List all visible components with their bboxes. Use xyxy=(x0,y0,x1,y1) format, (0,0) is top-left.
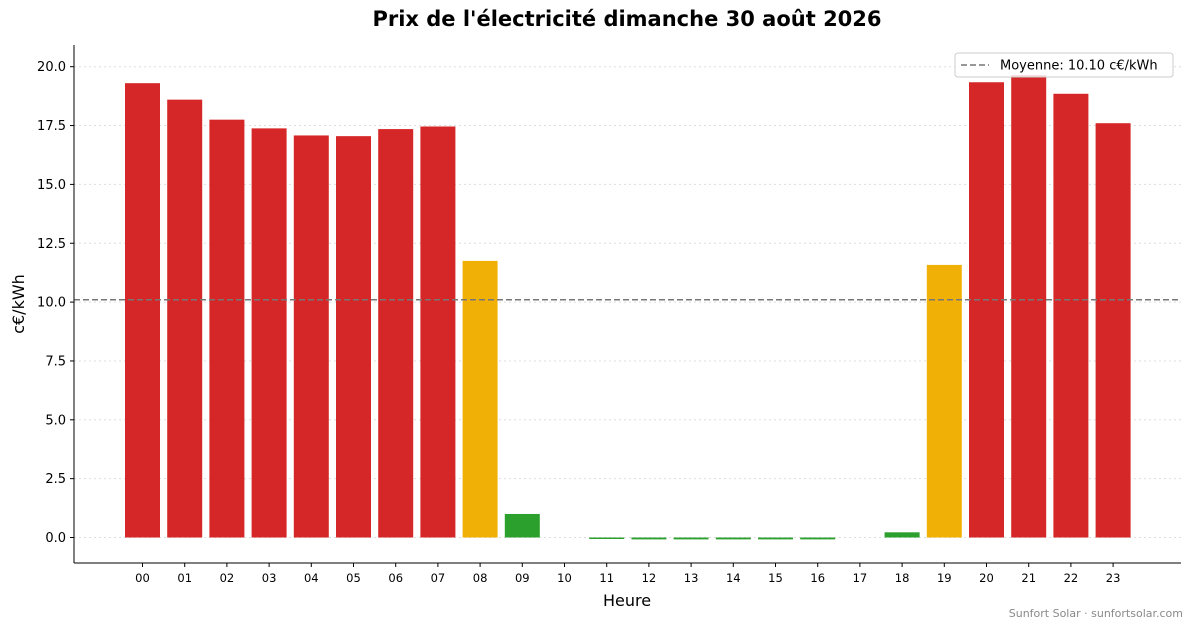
x-tick-label: 04 xyxy=(304,571,319,585)
bar-hour-00 xyxy=(125,83,160,538)
y-axis-ticks: 0.0 2.5 5.0 7.5 10.0 12.5 15.0 17.5 20.0 xyxy=(37,60,74,546)
x-tick-label: 00 xyxy=(135,571,150,585)
x-tick-label: 11 xyxy=(599,571,614,585)
x-tick-label: 20 xyxy=(979,571,994,585)
bar-hour-07 xyxy=(420,126,456,538)
bar-hour-12 xyxy=(631,537,667,540)
x-tick-label: 06 xyxy=(388,571,403,585)
y-axis-label: c€/kWh xyxy=(9,274,28,334)
x-tick-label: 21 xyxy=(1021,571,1036,585)
bars xyxy=(125,74,1131,540)
y-tick-label: 5.0 xyxy=(45,413,66,428)
x-tick-label: 03 xyxy=(262,571,277,585)
bar-hour-06 xyxy=(378,129,414,538)
bar-hour-14 xyxy=(715,537,751,540)
y-tick-label: 20.0 xyxy=(37,60,66,75)
x-axis-label: Heure xyxy=(603,591,651,610)
y-tick-label: 17.5 xyxy=(37,119,66,134)
chart-title: Prix de l'électricité dimanche 30 août 2… xyxy=(372,7,881,31)
x-tick-label: 18 xyxy=(895,571,910,585)
footer-credit: Sunfort Solar · sunfortsolar.com xyxy=(1009,607,1183,620)
y-tick-label: 15.0 xyxy=(37,178,66,193)
y-tick-label: 2.5 xyxy=(45,472,66,487)
legend-mean-label: Moyenne: 10.10 c€/kWh xyxy=(1000,59,1158,74)
bar-hour-21 xyxy=(1011,74,1047,538)
bar-hour-23 xyxy=(1095,123,1131,538)
x-tick-label: 14 xyxy=(726,571,741,585)
x-tick-label: 05 xyxy=(346,571,361,585)
y-tick-label: 0.0 xyxy=(45,531,66,546)
y-tick-label: 7.5 xyxy=(45,354,66,369)
bar-hour-11 xyxy=(589,537,625,539)
bar-hour-05 xyxy=(336,136,371,538)
bar-hour-02 xyxy=(209,119,245,538)
bar-hour-08 xyxy=(462,260,498,538)
legend-box xyxy=(954,52,1174,78)
x-tick-label: 19 xyxy=(937,571,952,585)
y-tick-label: 10.0 xyxy=(37,296,66,311)
x-axis-ticks: 00 01 02 03 04 05 06 07 08 09 10 11 12 13 14 15 16 17 18 19… xyxy=(135,563,1120,585)
bar-hour-01 xyxy=(167,99,203,538)
bar-hour-04 xyxy=(293,135,329,538)
x-tick-label: 12 xyxy=(642,571,657,585)
bar-hour-03 xyxy=(251,128,287,538)
x-tick-label: 08 xyxy=(473,571,488,585)
x-tick-label: 17 xyxy=(853,571,868,585)
bar-hour-15 xyxy=(758,537,793,540)
x-tick-label: 13 xyxy=(684,571,699,585)
bar-hour-20 xyxy=(969,82,1004,538)
x-tick-label: 15 xyxy=(768,571,783,585)
bar-hour-18 xyxy=(884,532,920,538)
bar-hour-13 xyxy=(673,537,709,540)
x-tick-label: 02 xyxy=(220,571,235,585)
x-tick-label: 22 xyxy=(1064,571,1079,585)
x-tick-label: 10 xyxy=(557,571,572,585)
x-tick-label: 07 xyxy=(431,571,446,585)
x-tick-label: 16 xyxy=(810,571,825,585)
x-tick-label: 01 xyxy=(177,571,192,585)
bar-hour-09 xyxy=(504,513,540,538)
legend: Moyenne: 10.10 c€/kWh xyxy=(954,52,1174,78)
bar-hour-19 xyxy=(926,264,962,538)
x-tick-label: 09 xyxy=(515,571,530,585)
bar-hour-22 xyxy=(1053,93,1089,538)
bar-hour-16 xyxy=(800,537,836,540)
y-tick-label: 12.5 xyxy=(37,237,66,252)
x-tick-label: 23 xyxy=(1106,571,1121,585)
